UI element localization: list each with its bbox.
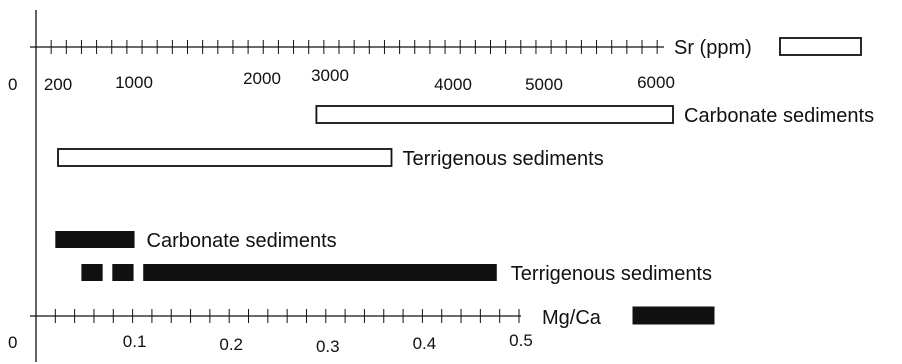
mgca-bar-carbonate-sediments-segment-1: [55, 231, 135, 248]
sr-tick-label-6000: 6000: [637, 73, 675, 92]
mgca-tick-label-0.1: 0.1: [123, 332, 147, 351]
mgca-tick-label-0.4: 0.4: [413, 334, 437, 353]
mgca-bar-terrigenous-sediments-segment-1: [81, 264, 103, 281]
mgca-legend-filled-symbol: [632, 306, 715, 325]
mgca-bar-label-carbonate-sediments: Carbonate sediments: [147, 230, 337, 252]
sr-tick-label-3000: 3000: [311, 66, 349, 85]
sr-axis: 0 200 1000 2000 3000 4000 5000 6000 Sr (ppm): [8, 37, 862, 94]
sr-tick-label-200: 200: [44, 75, 72, 94]
mgca-axis-ticks: [35, 309, 520, 323]
mgca-tick-label-0.3: 0.3: [316, 337, 340, 356]
sr-bar-terrigenous-sediments: [57, 148, 393, 167]
sr-bars: [57, 105, 674, 167]
mg-bar-labels: Carbonate sediments Terrigenous sediments: [147, 230, 712, 285]
sr-axis-ticks: [35, 40, 658, 54]
mgca-axis-title: Mg/Ca: [542, 307, 602, 329]
sr-tick-label-1000: 1000: [115, 73, 153, 92]
mgca-bar-terrigenous-sediments-segment-3: [143, 264, 497, 281]
sr-axis-title: Sr (ppm): [674, 37, 752, 59]
mgca-bar-terrigenous-sediments-segment-2: [112, 264, 134, 281]
sr-bar-carbonate-sediments: [315, 105, 674, 124]
sr-tick-label-5000: 5000: [525, 75, 563, 94]
sr-tick-labels: 200 1000 2000 3000 4000 5000 6000: [44, 66, 675, 94]
mg-bars: [55, 231, 497, 281]
sr-origin-label: 0: [8, 75, 17, 94]
mgca-tick-labels: 0.1 0.2 0.3 0.4 0.5: [123, 331, 533, 356]
sr-bar-labels: Carbonate sediments Terrigenous sediments: [403, 105, 875, 170]
mgca-bar-label-terrigenous-sediments: Terrigenous sediments: [511, 263, 712, 285]
sr-bar-label-carbonate-sediments: Carbonate sediments: [684, 105, 874, 127]
mgca-tick-label-0.5: 0.5: [509, 331, 533, 350]
sr-bar-label-terrigenous-sediments: Terrigenous sediments: [403, 148, 604, 170]
mgca-axis: 0 0.1 0.2 0.3 0.4 0.5 Mg/Ca: [8, 306, 715, 356]
sr-legend-open-symbol: [779, 37, 862, 56]
mgca-origin-label: 0: [8, 333, 17, 352]
mgca-tick-label-0.2: 0.2: [219, 335, 243, 354]
sr-tick-label-4000: 4000: [434, 75, 472, 94]
sr-tick-label-2000: 2000: [243, 69, 281, 88]
